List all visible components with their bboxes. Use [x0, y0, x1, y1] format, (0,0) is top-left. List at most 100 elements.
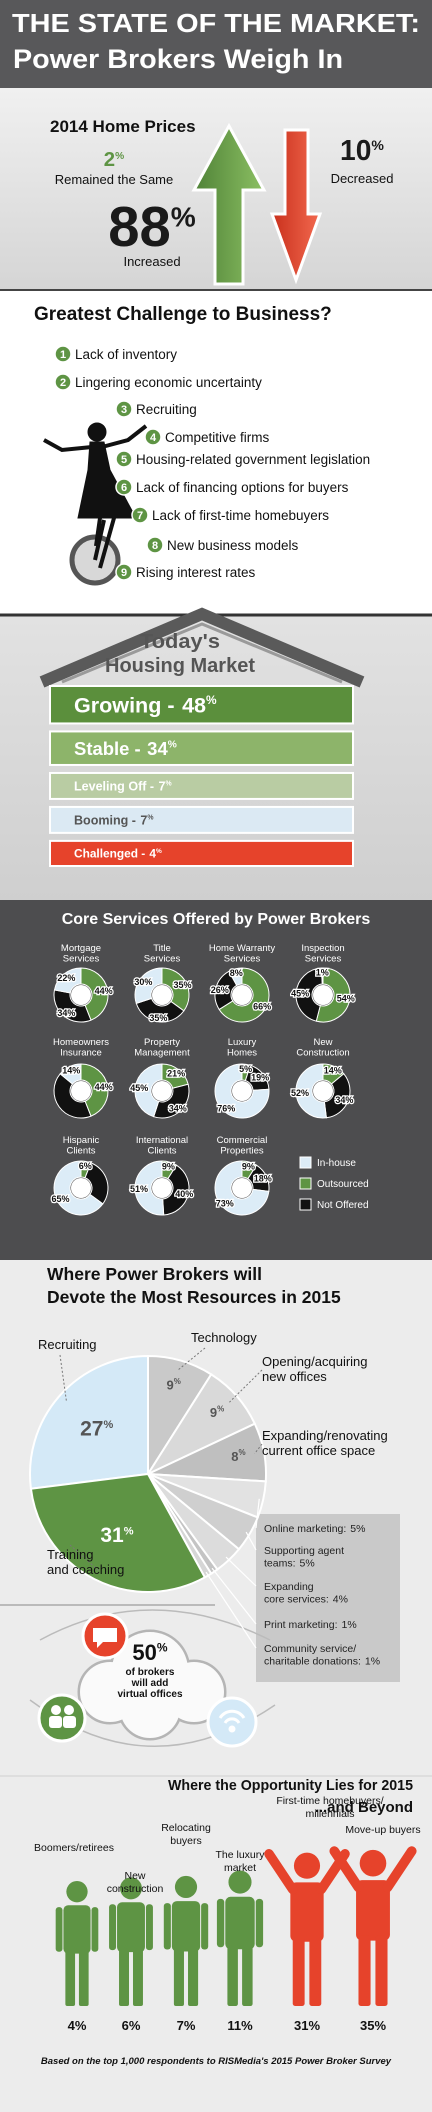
donut-value: 35% [149, 1013, 167, 1023]
person-torso [356, 1880, 390, 1941]
box-value: 4% [333, 1594, 348, 1606]
text-line: Properties [220, 1146, 264, 1157]
donut-name: Home Warranty Services [209, 943, 275, 965]
figure-value: 35% [360, 2018, 386, 2033]
text-line: New [124, 1870, 145, 1882]
text-line: Devote the Most Resources in 2015 [47, 1287, 341, 1307]
rank-badge [115, 400, 133, 418]
header-title: THE STATE OF THE MARKET: [12, 8, 420, 38]
challenge-item: Lack of first-time homebuyers [152, 508, 329, 523]
text-line: core services: [264, 1594, 329, 1606]
person-head [293, 1852, 321, 1879]
donut-hole [232, 985, 252, 1005]
donut-value: 76% [217, 1103, 235, 1113]
donut-segment [218, 967, 270, 1023]
donut-name: Inspection Services [301, 943, 344, 965]
figure-label: New construction [107, 1870, 164, 1895]
donut-segment [80, 967, 109, 1021]
person [329, 1846, 417, 2006]
donut-value: 14% [62, 1066, 80, 1076]
person-torso [290, 1882, 324, 1942]
header-subtitle: Power Brokers Weigh In [13, 44, 343, 74]
pie-slice [29, 1472, 207, 1593]
person [216, 1870, 264, 2006]
donut-name: Hispanic Clients [63, 1135, 100, 1157]
donut-hole [71, 985, 91, 1005]
figure-value: 7% [177, 2018, 196, 2033]
donut-name: Title Services [144, 943, 181, 965]
figure-value: 31% [294, 2018, 320, 2033]
person-arm [382, 1846, 417, 1893]
rank-number: 9 [121, 567, 127, 579]
text-line: will add [131, 1678, 169, 1689]
text-line: Homes [227, 1048, 257, 1059]
footnote: Based on the top 1,000 respondents to RI… [41, 2056, 392, 2067]
donut-value: 8% [230, 968, 243, 978]
person-leg [242, 1945, 253, 2006]
person-arm [91, 1907, 99, 1952]
donut-segment [295, 1063, 327, 1119]
people-icon [49, 1705, 76, 1728]
person-arm [255, 1898, 264, 1948]
challenge-item: Competitive firms [165, 430, 270, 445]
percent-sign: % [103, 1419, 113, 1431]
rank-number: 3 [121, 404, 127, 416]
chat-icon [93, 1628, 117, 1648]
donut-value: 35% [173, 980, 191, 990]
text-line: Supporting agent [264, 1545, 344, 1557]
person-leg [119, 1948, 130, 2006]
bar-label: Growing - [74, 692, 175, 717]
leader-line [69, 1544, 100, 1572]
percent-sign: % [124, 1525, 134, 1537]
person-head [66, 1880, 88, 1903]
chart-title: Where the Opportunity Lies for 2015 [168, 1777, 413, 1794]
donut-value: 65% [51, 1194, 69, 1204]
rank-badge [54, 373, 72, 391]
person [55, 1880, 99, 2006]
legend-swatch [299, 1177, 312, 1190]
person [109, 1877, 153, 2006]
text-line: Mortgage [61, 943, 101, 954]
donut-value: 19% [251, 1072, 269, 1082]
figure-label: Boomers/retirees [34, 1842, 114, 1854]
donut-segment [323, 1073, 351, 1119]
text-line: Management [134, 1048, 190, 1059]
donut-value: 18% [254, 1174, 272, 1184]
callout-text: of brokers will add virtual offices [117, 1667, 182, 1700]
rank-badge [146, 536, 164, 554]
text-line: Commercial [217, 1135, 268, 1146]
rank-badge [115, 450, 133, 468]
leader-line [245, 1531, 257, 1551]
pie-slice [29, 1354, 149, 1490]
person-leg [188, 1947, 199, 2006]
text-line: and coaching [47, 1562, 124, 1577]
person [264, 1849, 350, 2006]
legend-box [256, 1514, 400, 1682]
donut-segment [134, 1160, 165, 1216]
donut-value: 30% [134, 977, 152, 987]
legend-label: Outsourced [317, 1179, 369, 1190]
legend-swatch [299, 1198, 312, 1211]
donut-hole [232, 1081, 252, 1101]
chart-title: Core Services Offered by Power Brokers [62, 911, 371, 928]
rank-badge [115, 478, 133, 496]
person-torso [63, 1905, 91, 1954]
rank-number: 7 [137, 510, 143, 522]
percent-sign: % [171, 201, 196, 232]
pie-name: Expanding/renovating current office space [262, 1428, 388, 1458]
arm [101, 424, 148, 449]
chart-subtitle: ...and Beyond [315, 1799, 413, 1816]
person-torso [117, 1902, 145, 1953]
bar [49, 730, 354, 766]
donut-segment [214, 1063, 270, 1119]
donut-segment [153, 1083, 190, 1119]
section-title: Greatest Challenge to Business? [34, 304, 332, 325]
text-line: Opening/acquiring [262, 1354, 368, 1369]
person-leg [132, 1948, 143, 2006]
legend-label: Not Offered [317, 1200, 369, 1211]
text-line: buyers [170, 1835, 202, 1847]
chart-title: 2014 Home Prices [50, 117, 196, 136]
donut-segment [134, 967, 163, 1004]
figure-value: 11% [227, 2018, 253, 2033]
figure-label: Move-up buyers [345, 1824, 420, 1836]
